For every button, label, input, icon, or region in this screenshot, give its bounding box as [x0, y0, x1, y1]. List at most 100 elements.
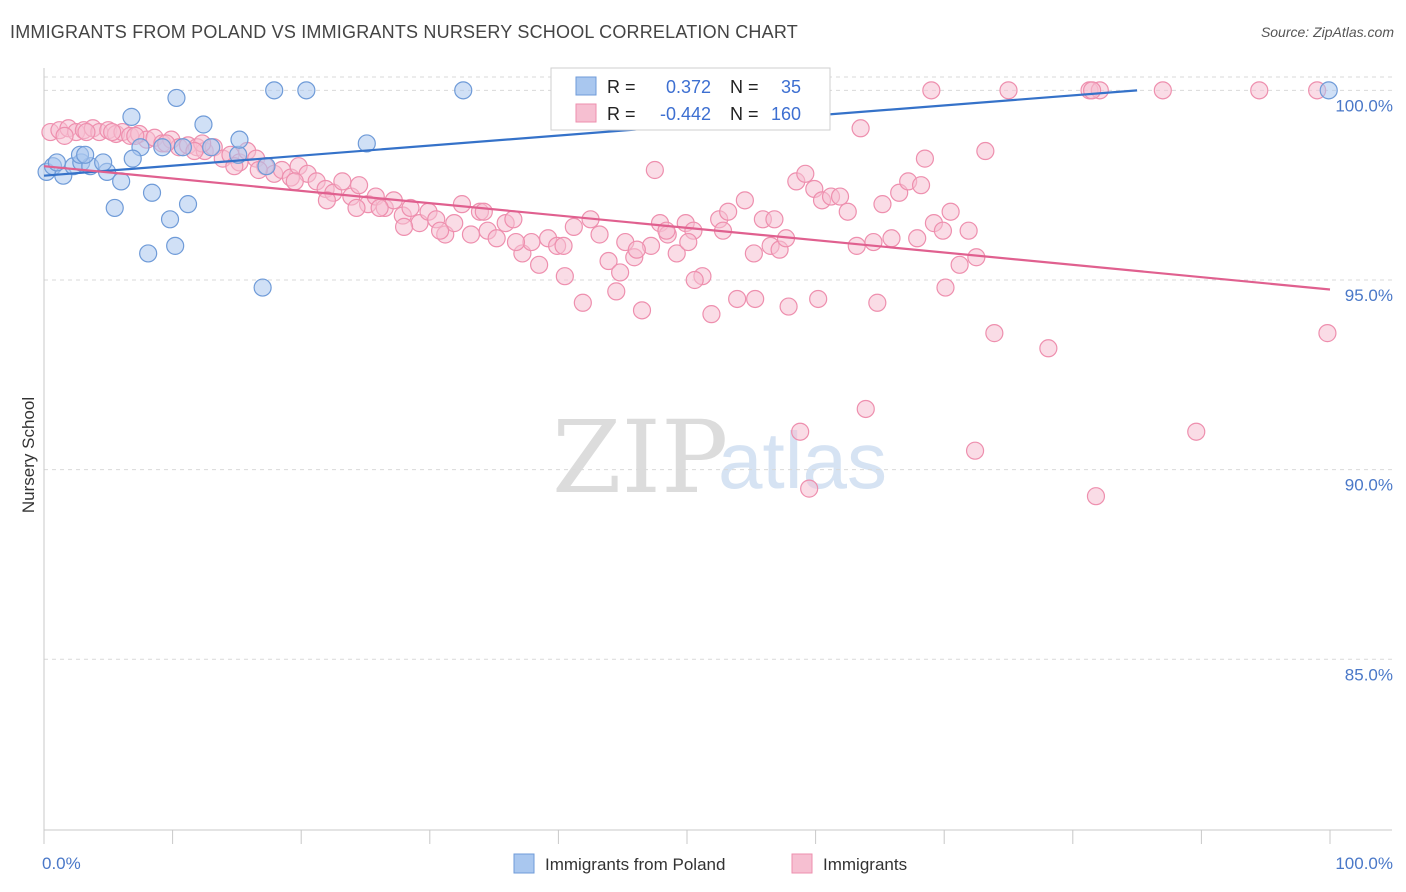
trend-line-immigrants — [43, 165, 1331, 291]
immigrants-point-74 — [667, 244, 686, 263]
immigrants-point-65 — [590, 225, 609, 244]
poland-point-20 — [454, 81, 473, 100]
stats-n-label-blue: N = — [730, 77, 759, 97]
immigrants-point-102 — [908, 229, 927, 248]
immigrants-point-61 — [555, 267, 574, 286]
y-axis-title: Nursery School — [19, 397, 38, 513]
series-immigrants-from-poland — [37, 81, 1338, 297]
stats-n-value-pink: 160 — [771, 104, 801, 124]
poland-point-14 — [202, 138, 221, 157]
immigrants-point-63 — [573, 293, 592, 312]
immigrants-point-103 — [915, 149, 935, 168]
poland-point-12 — [123, 149, 142, 168]
immigrants-point-48 — [445, 214, 464, 233]
poland-point-9 — [94, 153, 113, 172]
stats-box-frame — [550, 67, 831, 131]
poland-point-27 — [112, 172, 131, 191]
immigrants-point-80 — [719, 202, 738, 221]
poland-point-23 — [122, 107, 141, 126]
watermark: ZIP atlas — [552, 399, 887, 516]
immigrants-point-132 — [1039, 339, 1058, 358]
immigrants-point-112 — [679, 232, 698, 252]
immigrants-point-110 — [976, 141, 995, 161]
immigrants-point-107 — [950, 255, 969, 274]
immigrants-point-141 — [611, 263, 630, 282]
x-tick-label-1: 100.0% — [1335, 854, 1393, 873]
stats-r-label-pink: R = — [607, 104, 636, 124]
legend-label-poland: Immigrants from Poland — [545, 855, 725, 874]
immigrants-point-105 — [933, 221, 953, 240]
immigrants-point-129 — [800, 479, 819, 498]
immigrants-point-35 — [333, 172, 352, 191]
x-tick-labels: 0.0% 100.0% — [42, 854, 1393, 873]
immigrants-point-117 — [911, 176, 931, 195]
poland-point-34 — [253, 278, 272, 297]
poland-point-32 — [139, 244, 158, 263]
immigrants-point-128 — [791, 422, 810, 441]
immigrants-point-62 — [564, 217, 583, 236]
immigrants-point-148 — [347, 198, 366, 218]
immigrants-point-158 — [77, 122, 96, 142]
immigrants-point-95 — [847, 236, 866, 255]
immigrants-point-57 — [522, 232, 541, 252]
poland-point-18 — [265, 81, 284, 100]
poland-point-10 — [76, 145, 95, 164]
immigrants-point-143 — [506, 232, 526, 252]
poland-point-22 — [230, 130, 249, 149]
immigrants-point-145 — [430, 221, 450, 240]
immigrants-point-99 — [882, 229, 901, 248]
immigrants-point-114 — [765, 210, 784, 229]
immigrants-point-111 — [645, 160, 664, 180]
immigrants-point-53 — [487, 229, 506, 248]
poland-point-19 — [297, 81, 316, 100]
immigrants-point-96 — [856, 399, 875, 419]
immigrants-point-131 — [1086, 487, 1106, 506]
chart-title: IMMIGRANTS FROM POLAND VS IMMIGRANTS NUR… — [10, 22, 798, 42]
immigrants-point-55 — [504, 210, 523, 229]
immigrants-point-133 — [1187, 422, 1206, 441]
immigrants-point-130 — [965, 441, 985, 460]
immigrants-point-146 — [394, 217, 414, 236]
bottom-legend: Immigrants from Poland Immigrants — [513, 853, 907, 874]
trend-line-poland — [43, 89, 1138, 177]
poland-point-31 — [160, 210, 180, 229]
trend-lines — [43, 89, 1331, 291]
poland-point-29 — [105, 198, 124, 218]
immigrants-point-124 — [1250, 81, 1269, 100]
legend-swatch-poland — [513, 853, 535, 874]
immigrants-point-58 — [530, 255, 549, 274]
watermark-zip: ZIP — [552, 399, 728, 516]
immigrants-point-159 — [55, 126, 74, 145]
axes — [43, 68, 1392, 844]
y-tick-label-3: 100.0% — [1335, 96, 1393, 115]
immigrants-point-97 — [864, 232, 883, 252]
stats-legend: R = 0.372 N = 35 R = -0.442 N = 160 — [550, 67, 831, 131]
immigrants-point-37 — [349, 176, 369, 195]
immigrants-point-83 — [744, 244, 763, 263]
y-tick-label-1: 90.0% — [1345, 476, 1393, 495]
source-label: Source: ZipAtlas.com — [1260, 24, 1394, 40]
poland-point-26 — [173, 138, 192, 157]
poland-point-16 — [257, 157, 276, 176]
immigrants-point-157 — [103, 122, 122, 142]
y-tick-label-2: 95.0% — [1345, 286, 1393, 305]
immigrants-point-135 — [1318, 324, 1337, 343]
poland-point-13 — [153, 138, 172, 157]
immigrants-point-142 — [554, 236, 573, 255]
immigrants-point-139 — [627, 240, 646, 259]
y-tick-labels: 85.0% 90.0% 95.0% 100.0% — [1335, 96, 1393, 684]
immigrants-point-136 — [746, 289, 765, 309]
immigrants-point-94 — [838, 202, 857, 221]
immigrants-point-144 — [474, 202, 493, 221]
poland-point-33 — [166, 236, 185, 255]
immigrants-point-98 — [873, 195, 892, 214]
immigrants-point-134 — [985, 324, 1004, 343]
immigrants-point-66 — [599, 251, 618, 271]
immigrants-point-81 — [728, 289, 747, 309]
poland-point-25 — [357, 134, 376, 153]
immigrants-point-147 — [370, 198, 389, 218]
immigrants-point-123 — [1153, 81, 1172, 100]
immigrants-point-89 — [796, 164, 815, 183]
poland-point-21 — [1319, 81, 1338, 100]
